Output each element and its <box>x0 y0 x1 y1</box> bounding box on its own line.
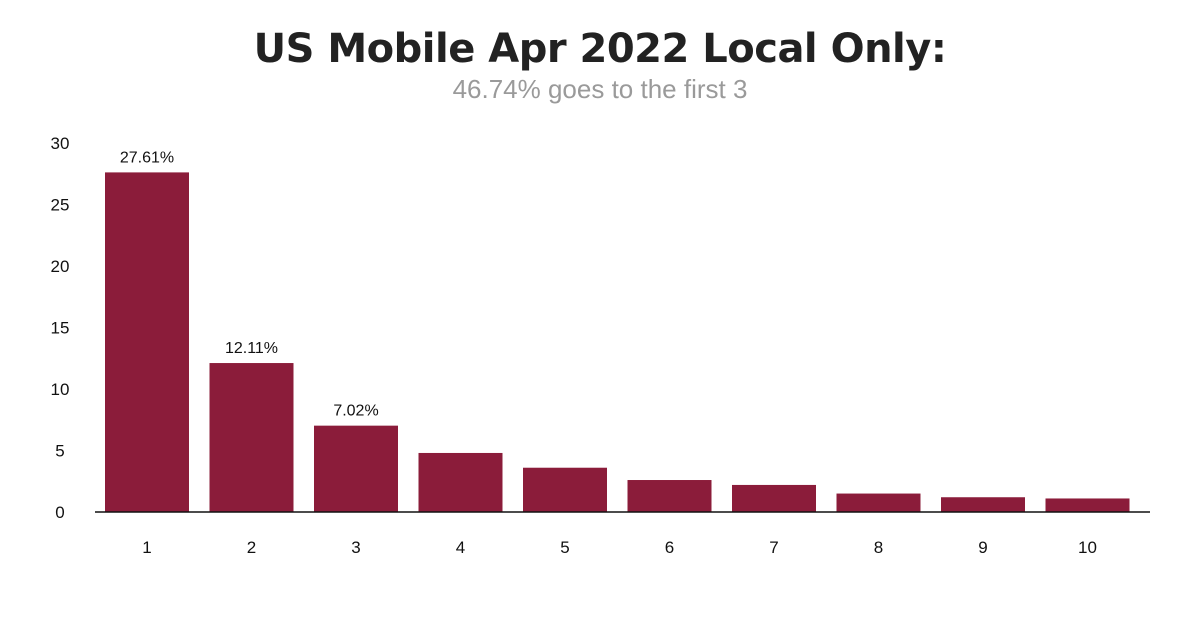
bars <box>105 172 1130 512</box>
x-tick-label: 4 <box>456 538 465 557</box>
data-labels: 27.61% 12.11% 7.02% <box>120 149 379 419</box>
y-tick-label: 25 <box>51 196 70 215</box>
x-tick-label: 5 <box>560 538 569 557</box>
y-tick-label: 30 <box>51 134 70 153</box>
data-label-3: 7.02% <box>333 403 378 420</box>
x-axis-labels: 1 2 3 4 5 6 7 8 9 10 <box>142 538 1097 557</box>
x-tick-label: 7 <box>769 538 778 557</box>
y-axis-labels: 0 5 10 15 20 25 30 <box>51 134 70 522</box>
bar-5 <box>523 467 607 512</box>
y-tick-label: 15 <box>51 319 70 338</box>
y-tick-label: 20 <box>51 257 70 276</box>
x-tick-label: 8 <box>874 538 883 557</box>
x-tick-label: 9 <box>978 538 987 557</box>
bar-6 <box>627 480 712 512</box>
x-tick-label: 10 <box>1078 538 1097 557</box>
data-label-2: 12.11% <box>225 340 278 357</box>
x-tick-label: 6 <box>665 538 674 557</box>
chart-subtitle: 46.74% goes to the first 3 <box>452 74 748 104</box>
bar-1 <box>105 172 189 512</box>
bar-2 <box>209 363 294 512</box>
bar-8 <box>836 493 921 512</box>
x-tick-label: 1 <box>142 538 151 557</box>
bar-4 <box>418 452 503 512</box>
bar-7 <box>732 484 816 512</box>
y-tick-label: 10 <box>51 380 70 399</box>
chart-title: US Mobile Apr 2022 Local Only: <box>253 26 947 72</box>
bar-9 <box>941 497 1025 512</box>
y-tick-label: 0 <box>55 503 64 522</box>
data-label-1: 27.61% <box>120 149 174 166</box>
x-tick-label: 3 <box>351 538 360 557</box>
y-tick-label: 5 <box>55 442 64 461</box>
bar-3 <box>314 425 398 512</box>
x-tick-label: 2 <box>247 538 256 557</box>
bar-10 <box>1045 498 1130 512</box>
